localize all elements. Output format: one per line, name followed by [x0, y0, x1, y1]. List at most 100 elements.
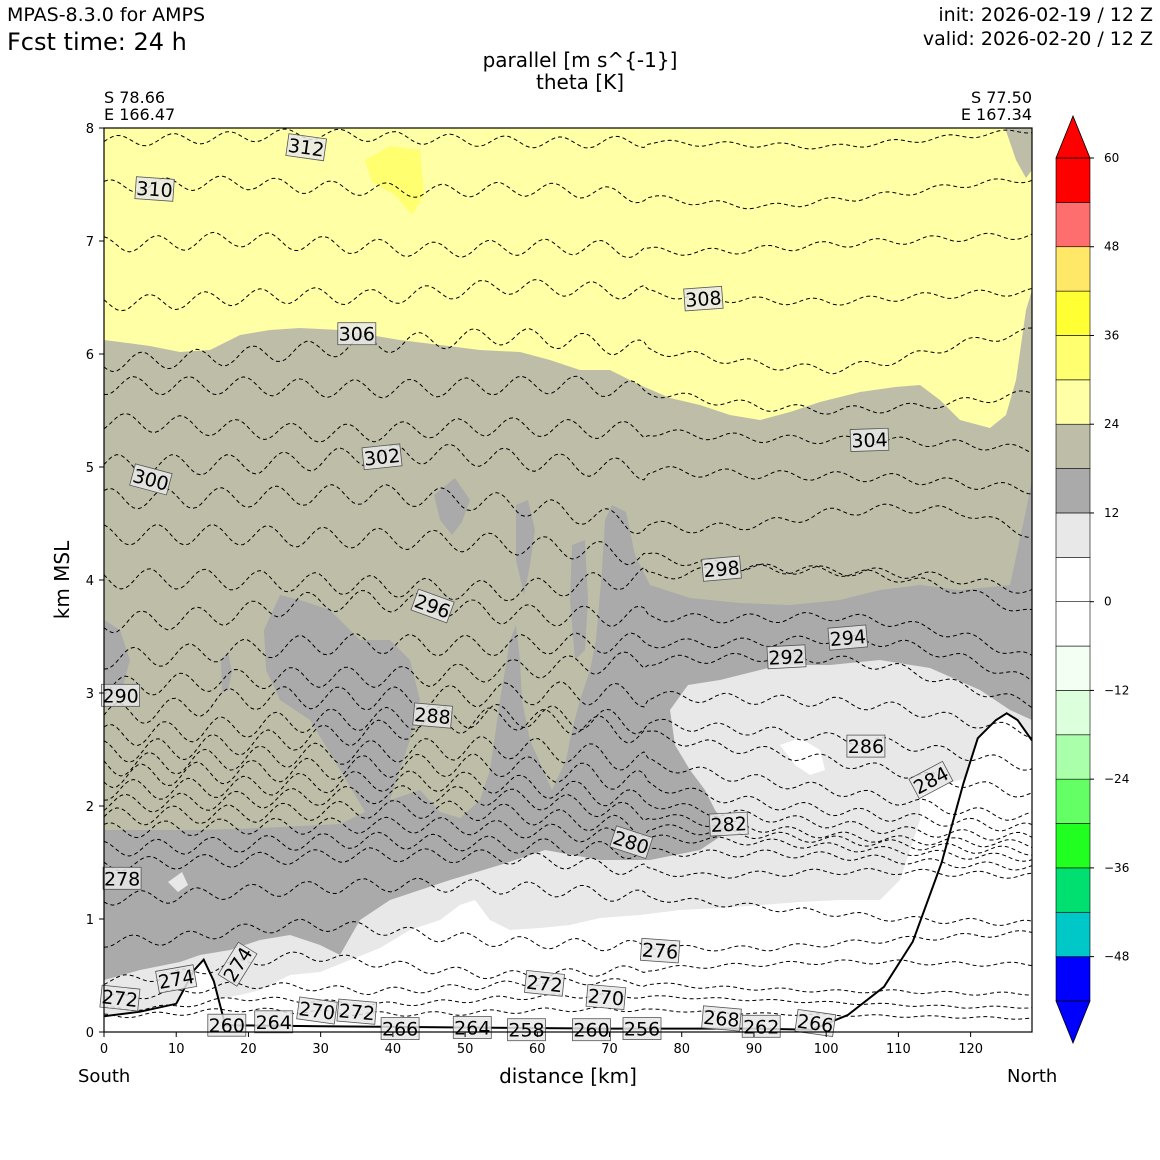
theta-line-298: [104, 564, 1032, 612]
x-tick-label: 40: [385, 1042, 402, 1057]
theta-label-text: 268: [702, 1007, 740, 1032]
theta-label-text: 312: [287, 135, 326, 162]
init-time: init: 2026-02-19 / 12 Z: [938, 4, 1153, 26]
chart-subtitle: theta [K]: [536, 70, 624, 94]
fill-level-0-6-blob: [780, 738, 825, 775]
fill-level-12-18-left: [104, 620, 130, 700]
colorbar-band: [1055, 157, 1091, 203]
theta-label: 304: [849, 427, 890, 453]
theta-label-text: 278: [104, 868, 140, 890]
theta-line-285: [104, 770, 1032, 841]
y-tick-label: 2: [86, 800, 94, 815]
colorbar-tick-label: −48: [1104, 950, 1129, 964]
colorbar-band: [1055, 645, 1091, 691]
theta-label: 292: [766, 644, 807, 670]
theta-label-text: 266: [796, 1011, 835, 1038]
colorbar-tick-label: 36: [1104, 328, 1119, 342]
left-endpoint-lat: S 78.66: [104, 88, 166, 107]
theta-label: 308: [683, 285, 724, 312]
theta-line-284: [104, 785, 1032, 848]
theta-label: 302: [361, 443, 403, 471]
theta-label-text: 272: [525, 972, 563, 998]
theta-label: 290: [101, 683, 140, 707]
x-tick-label: 100: [814, 1042, 839, 1057]
x-tick-label: 60: [529, 1042, 546, 1057]
theta-label: 260: [207, 1013, 247, 1037]
theta-label-text: 302: [363, 445, 401, 471]
colorbar-tick-label: 60: [1104, 151, 1119, 165]
theta-label: 270: [296, 996, 338, 1025]
y-tick-label: 1: [86, 913, 94, 928]
theta-line-268: [104, 1006, 1032, 1020]
theta-label-text: 304: [851, 429, 888, 452]
theta-label-text: 294: [829, 626, 867, 651]
theta-line-309: [104, 231, 1032, 259]
fill-level-12-18-blob4: [221, 652, 232, 692]
theta-label: 310: [134, 176, 175, 202]
colorbar-band: [1055, 246, 1091, 292]
theta-line-292: [104, 651, 1032, 709]
theta-label: 286: [846, 734, 886, 758]
colorbar-band: [1055, 512, 1091, 558]
theta-line-286: [104, 753, 1032, 832]
theta-line-287: [104, 736, 1032, 821]
colorbar-band: [1055, 690, 1091, 736]
right-endpoint-lat: S 77.50: [970, 88, 1032, 107]
terrain-line: [104, 712, 1032, 1031]
theta-line-308: [104, 279, 1032, 312]
colorbar-band: [1055, 734, 1091, 780]
colorbar-tick-label: 0: [1104, 595, 1112, 609]
fill-level-6-12-blob: [168, 872, 188, 892]
theta-label: 268: [701, 1005, 742, 1032]
x-tick-label: 120: [958, 1042, 983, 1057]
colorbar-band: [1055, 956, 1091, 1002]
x-tick-label: 10: [168, 1042, 185, 1057]
theta-label-text: 270: [297, 998, 336, 1025]
theta-line-296: [104, 590, 1032, 656]
colorbar-band: [1055, 557, 1091, 602]
colorbar-under-arrow: [1055, 1000, 1091, 1045]
fill-level-24-30: [104, 128, 1032, 428]
fill-level-30-36: [365, 146, 424, 215]
theta-label: 282: [708, 811, 749, 837]
fill-level-12-18-lobe: [264, 595, 420, 820]
theta-label-text: 308: [685, 287, 723, 311]
y-tick-label: 6: [86, 348, 94, 363]
x-tick-label: 20: [240, 1042, 257, 1057]
theta-label: 262: [741, 1014, 781, 1038]
theta-label: 272: [99, 984, 141, 1012]
theta-label-text: 282: [710, 813, 747, 837]
theta-label: 278: [102, 866, 142, 890]
theta-line-312: [104, 128, 1032, 150]
theta-label: 276: [639, 937, 681, 964]
colorbar-band: [1055, 379, 1091, 425]
y-tick-label: 3: [86, 687, 94, 702]
theta-label: 270: [585, 983, 627, 1011]
colorbar-band: [1055, 335, 1091, 381]
theta-label: 260: [572, 1018, 611, 1042]
colorbar-band: [1055, 778, 1091, 824]
theta-label-text: 290: [102, 685, 138, 707]
theta-line-290: [104, 681, 1032, 739]
theta-line-305: [104, 375, 1032, 415]
theta-label: 256: [622, 1017, 662, 1041]
theta-line-300: [104, 484, 1032, 538]
fill-level-12-18-blob2: [516, 500, 535, 595]
colorbar-tick-label: −24: [1104, 772, 1129, 786]
colorbar-band: [1055, 911, 1091, 957]
theta-label-text: 286: [848, 736, 884, 758]
theta-label-text: 260: [209, 1015, 245, 1037]
theta-label: 264: [452, 1016, 492, 1040]
valid-time: valid: 2026-02-20 / 12 Z: [922, 28, 1153, 50]
theta-label-text: 288: [413, 704, 451, 729]
theta-label-text: 306: [339, 324, 375, 346]
theta-label: 272: [336, 998, 378, 1025]
theta-label: 266: [380, 1017, 420, 1041]
theta-label: 272: [524, 970, 565, 998]
theta-label-text: 256: [624, 1019, 660, 1041]
fill-level-12-18-blob3: [570, 540, 588, 660]
fill-level-12-18-blob1: [434, 478, 470, 535]
theta-contours: [104, 128, 1032, 1020]
theta-label: 274: [155, 964, 198, 994]
theta-label-text: 260: [573, 1020, 609, 1042]
